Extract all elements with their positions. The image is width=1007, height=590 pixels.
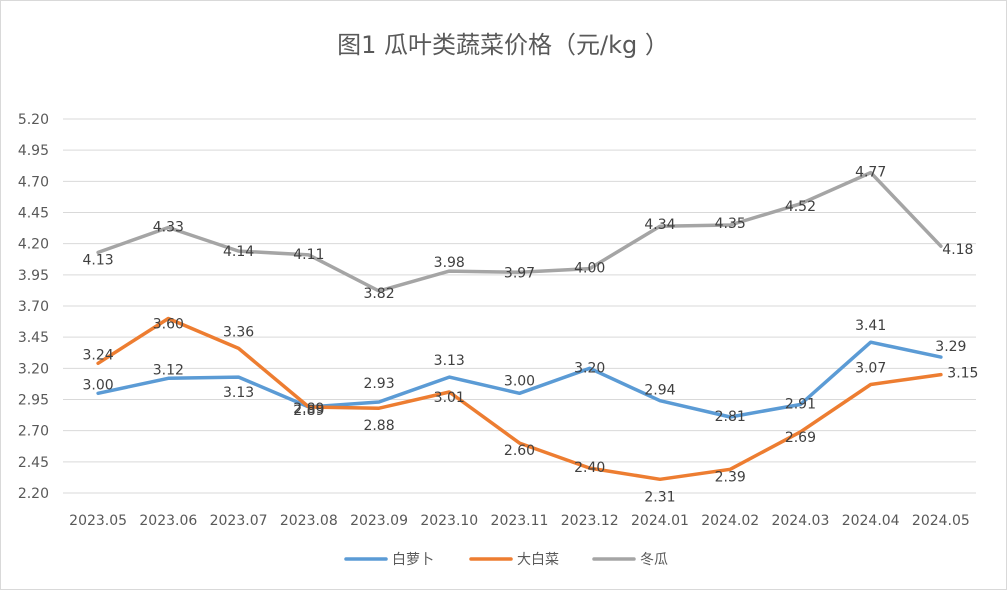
data-label: 2.89 bbox=[293, 403, 324, 419]
data-label: 4.11 bbox=[293, 247, 324, 263]
x-tick-label: 2023.08 bbox=[280, 513, 338, 529]
y-tick-label: 2.20 bbox=[18, 486, 49, 502]
x-tick-label: 2024.01 bbox=[631, 513, 689, 529]
x-tick-label: 2023.05 bbox=[69, 513, 127, 529]
data-label: 2.93 bbox=[363, 376, 394, 392]
x-tick-label: 2023.09 bbox=[350, 513, 408, 529]
data-label: 4.35 bbox=[715, 216, 746, 232]
y-tick-label: 5.20 bbox=[18, 112, 49, 128]
series-lines bbox=[96, 170, 943, 482]
data-label: 3.97 bbox=[504, 265, 535, 281]
data-label: 3.00 bbox=[83, 377, 114, 393]
data-label: 3.60 bbox=[153, 316, 184, 332]
x-tick-label: 2024.03 bbox=[771, 513, 829, 529]
x-tick-label: 2024.04 bbox=[842, 513, 900, 529]
y-tick-label: 3.20 bbox=[18, 361, 49, 377]
y-tick-label: 3.45 bbox=[18, 330, 49, 346]
x-tick-label: 2023.11 bbox=[491, 513, 549, 529]
data-label: 2.94 bbox=[644, 383, 675, 399]
legend-label: 白萝卜 bbox=[392, 552, 434, 568]
series-line-2 bbox=[96, 316, 943, 482]
legend: 白萝卜 大白菜 冬瓜 bbox=[344, 552, 668, 568]
chart-title: 图1 瓜叶类蔬菜价格（元/kg ） bbox=[337, 31, 669, 59]
data-labels: 3.00 3.12 3.13 2.89 2.93 3.13 3.00 3.20 2.94 2.81… bbox=[83, 165, 979, 506]
y-tick-label: 2.70 bbox=[18, 424, 49, 440]
y-tick-label: 2.95 bbox=[18, 393, 49, 409]
data-label: 2.39 bbox=[715, 469, 746, 485]
data-label: 4.14 bbox=[223, 244, 254, 260]
y-tick-label: 3.95 bbox=[18, 268, 49, 284]
x-tick-label: 2023.07 bbox=[210, 513, 268, 529]
data-label: 4.77 bbox=[855, 165, 886, 181]
data-label: 3.24 bbox=[83, 347, 114, 363]
data-label: 4.34 bbox=[644, 217, 675, 233]
data-label: 4.52 bbox=[785, 199, 816, 215]
y-tick-label: 4.95 bbox=[18, 143, 49, 159]
data-label: 3.13 bbox=[223, 385, 254, 401]
data-label: 3.82 bbox=[363, 286, 394, 302]
gridlines bbox=[63, 118, 976, 494]
data-label: 2.31 bbox=[644, 489, 675, 505]
x-tick-label: 2024.05 bbox=[912, 513, 970, 529]
data-label: 3.41 bbox=[855, 318, 886, 334]
data-label: 3.00 bbox=[504, 373, 535, 389]
data-label: 2.89 bbox=[293, 401, 324, 417]
series-line-1 bbox=[96, 340, 943, 419]
y-tick-label: 2.45 bbox=[18, 455, 49, 471]
data-label: 3.12 bbox=[153, 362, 184, 378]
data-label: 3.07 bbox=[855, 361, 886, 377]
data-label: 3.36 bbox=[223, 324, 254, 340]
x-tick-label: 2023.06 bbox=[139, 513, 197, 529]
x-tick-label: 2023.10 bbox=[420, 513, 478, 529]
data-label: 2.88 bbox=[363, 418, 394, 434]
x-axis-ticks: 2023.05 2023.06 2023.07 2023.08 2023.09 2023.… bbox=[69, 513, 970, 529]
data-label: 4.18 bbox=[942, 242, 973, 258]
data-label: 3.20 bbox=[574, 360, 605, 376]
y-tick-label: 4.20 bbox=[18, 237, 49, 253]
data-label: 3.29 bbox=[935, 339, 966, 355]
y-tick-label: 4.45 bbox=[18, 206, 49, 222]
data-label: 3.98 bbox=[434, 255, 465, 271]
data-label: 4.33 bbox=[153, 219, 184, 235]
legend-label: 大白菜 bbox=[517, 552, 559, 568]
data-label: 3.01 bbox=[434, 390, 465, 406]
y-tick-label: 4.70 bbox=[18, 174, 49, 190]
data-label: 2.40 bbox=[574, 460, 605, 476]
data-label: 2.60 bbox=[504, 443, 535, 459]
data-label: 4.00 bbox=[574, 261, 605, 277]
legend-label: 冬瓜 bbox=[640, 552, 668, 568]
series-line-3 bbox=[96, 170, 943, 293]
data-label: 4.13 bbox=[83, 252, 114, 268]
x-tick-label: 2024.02 bbox=[701, 513, 759, 529]
data-label: 2.81 bbox=[715, 409, 746, 425]
data-label: 3.15 bbox=[947, 366, 978, 382]
data-label: 3.13 bbox=[434, 353, 465, 369]
data-label: 2.91 bbox=[785, 396, 816, 412]
y-tick-label: 3.70 bbox=[18, 299, 49, 315]
x-tick-label: 2023.12 bbox=[561, 513, 619, 529]
data-label: 2.69 bbox=[785, 430, 816, 446]
y-axis-ticks: 2.20 2.45 2.70 2.95 3.20 3.45 3.70 3.95 4.20 4.45… bbox=[18, 112, 49, 502]
